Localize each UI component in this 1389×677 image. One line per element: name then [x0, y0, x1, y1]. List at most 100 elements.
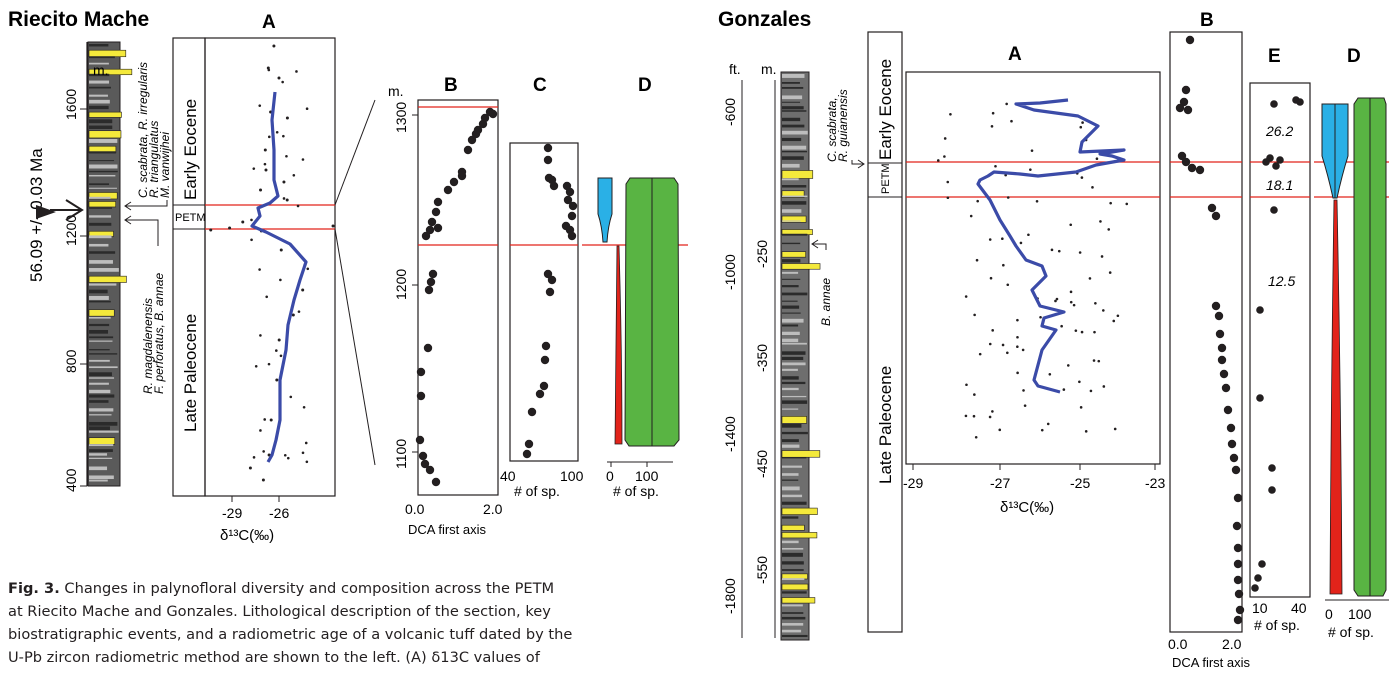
lith-bed [782, 561, 804, 565]
data-point [973, 313, 976, 317]
lith-bed [88, 111, 122, 118]
lith-bed [782, 342, 807, 345]
lith-bed [782, 516, 799, 519]
lith-bed [89, 160, 115, 162]
lith-bed [782, 423, 802, 428]
data-point [964, 414, 968, 418]
lith-bed [782, 473, 799, 476]
data-point [433, 197, 443, 207]
data-point [568, 201, 578, 211]
data-point [1215, 329, 1225, 339]
data-point [1095, 157, 1099, 161]
lith-bed [782, 623, 804, 626]
lith-bed [88, 437, 116, 445]
data-point [1214, 311, 1224, 321]
data-point [547, 275, 557, 285]
lith-bed [89, 449, 113, 452]
svg-text:C. scabrata, R. irregularis: C. scabrata, R. irregularis [136, 62, 150, 198]
lith-bed [782, 110, 807, 112]
lith-bed [782, 634, 808, 638]
lith-bed [89, 151, 116, 154]
lith-bed [781, 416, 807, 424]
svg-text:-600: -600 [722, 98, 738, 126]
data-point [565, 187, 575, 197]
data-point [1254, 574, 1262, 582]
svg-text:ft.: ft. [729, 61, 741, 77]
lith-bed [782, 220, 801, 222]
data-point [1221, 383, 1231, 393]
lith-bed [782, 271, 799, 274]
svg-text:100: 100 [560, 468, 584, 484]
data-point [949, 112, 952, 116]
data-point [1258, 560, 1266, 568]
data-point [1179, 97, 1189, 107]
lith-bed [782, 569, 804, 571]
lith-bed [89, 56, 115, 59]
data-point [1084, 430, 1088, 433]
lith-bed [782, 300, 798, 302]
data-point [1116, 314, 1120, 318]
data-point [1069, 223, 1073, 227]
lith-bed [782, 233, 808, 236]
svg-text:-550: -550 [754, 556, 770, 584]
data-point [1027, 233, 1030, 237]
lith-bed [89, 268, 119, 272]
lith-bed [782, 431, 808, 435]
data-point [943, 155, 946, 158]
lith-bed [782, 408, 799, 410]
data-point [978, 352, 982, 356]
svg-text:C. scabrata,: C. scabrata, [825, 97, 839, 162]
data-point [1089, 389, 1093, 393]
riecito-lithology-column: m. [87, 41, 133, 487]
lith-bed [89, 475, 114, 480]
data-point [425, 225, 435, 235]
lith-bed [89, 372, 112, 377]
data-point [282, 134, 285, 138]
data-point [282, 180, 286, 184]
data-point [431, 477, 441, 487]
svg-text:-1400: -1400 [722, 416, 738, 452]
lith-bed [89, 289, 108, 294]
data-point [279, 248, 283, 252]
caption-line: Changes in palynofloral diversity and co… [59, 580, 555, 597]
data-point [1029, 168, 1032, 171]
lith-bed [782, 547, 804, 550]
lith-bed [782, 145, 807, 150]
lith-bed [781, 597, 816, 604]
data-point [277, 76, 281, 80]
svg-text:B. annae: B. annae [819, 278, 833, 326]
data-point [331, 224, 335, 228]
data-point [423, 343, 433, 353]
lith-bed [782, 395, 807, 398]
svg-text:R. guianensis: R. guianensis [836, 89, 850, 162]
lith-bed [781, 583, 809, 591]
data-point [426, 277, 436, 287]
lith-bed [781, 507, 818, 515]
data-point [488, 109, 498, 119]
svg-text:δ¹³C(‰): δ¹³C(‰) [1000, 499, 1054, 516]
data-point [1113, 427, 1117, 431]
svg-text:D: D [638, 75, 652, 96]
lith-bed [89, 139, 118, 143]
lith-bed [89, 444, 114, 447]
data-point [258, 104, 262, 107]
lith-bed [782, 74, 805, 78]
lith-bed [89, 349, 110, 351]
data-point [946, 196, 950, 200]
svg-text:Late Paleocene: Late Paleocene [876, 366, 895, 484]
data-point [259, 334, 262, 337]
lith-bed [89, 366, 118, 369]
data-point [433, 223, 443, 233]
caption-fig-label: Fig. 3. [8, 580, 60, 597]
svg-text:0.0: 0.0 [1168, 636, 1188, 652]
data-point [1107, 228, 1111, 231]
lith-bed [782, 387, 799, 391]
data-point [1195, 165, 1205, 175]
lith-bed [88, 309, 115, 317]
svg-text:DCA first axis: DCA first axis [1172, 655, 1251, 670]
svg-text:m.: m. [388, 83, 404, 99]
svg-text:E: E [1268, 46, 1281, 67]
svg-text:0: 0 [606, 468, 614, 484]
data-point [241, 220, 245, 224]
gonzales-panel-e: E 26.2 18.1 12.5 10 40 # of sp. [1249, 46, 1311, 633]
